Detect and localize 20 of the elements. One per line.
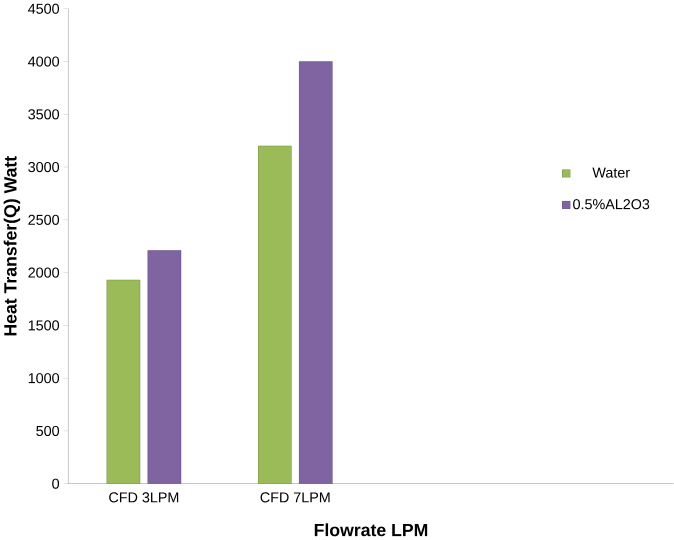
y-tick-label: 4500 (28, 4, 60, 14)
legend-label: 0.5%AL2O3 (573, 199, 650, 210)
y-tick-label: 4000 (28, 56, 60, 67)
y-tick-label: 0 (52, 478, 60, 489)
y-axis-title: Heat Transfer(Q) Watt (4, 156, 20, 336)
x-axis-title: Flowrate LPM (314, 523, 428, 536)
y-tick-label: 1500 (28, 320, 60, 330)
bar (148, 250, 182, 484)
y-tick-label: 2000 (28, 268, 60, 278)
y-tick-label: 3500 (28, 109, 60, 120)
x-tick-label: CFD 3LPM (109, 492, 178, 502)
legend-label: Water (592, 168, 630, 178)
y-tick-label: 3000 (28, 162, 60, 172)
y-tick-label: 500 (36, 426, 60, 436)
y-tick-label: 2500 (28, 214, 60, 225)
bar (298, 61, 333, 484)
bar (258, 146, 292, 484)
y-tick-label: 1000 (28, 373, 60, 384)
x-tick-label: CFD 7LPM (260, 492, 330, 502)
bar (106, 280, 140, 484)
